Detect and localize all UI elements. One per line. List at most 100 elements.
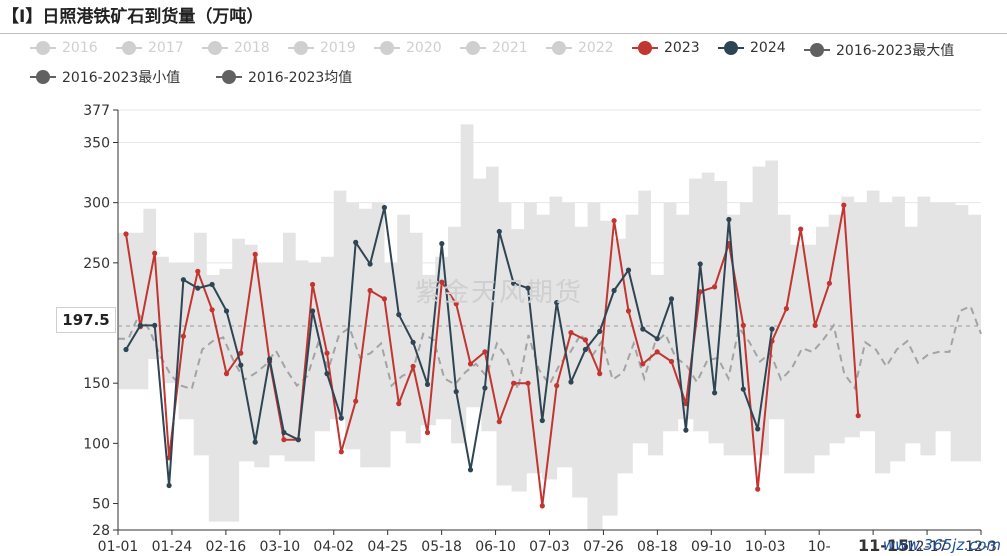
legend-item-2016-2023最小值[interactable]: 2016-2023最小值 <box>30 67 180 87</box>
x-tick-label: 03-10 <box>259 539 300 555</box>
data-point-2023-29 <box>539 503 545 509</box>
legend-symbol-icon <box>116 41 142 55</box>
data-point-2024-0 <box>123 346 129 353</box>
data-point-2024-25 <box>482 385 488 391</box>
data-point-2023-22 <box>439 279 445 285</box>
legend-item-2020[interactable]: 2020 <box>374 40 442 56</box>
legend-item-2022[interactable]: 2022 <box>546 40 614 56</box>
y-tick-label: 350 <box>83 135 110 151</box>
data-point-2024-32 <box>582 346 589 353</box>
data-point-2023-44 <box>755 486 761 492</box>
data-point-2024-45 <box>769 326 775 332</box>
data-point-2023-33 <box>597 371 603 377</box>
legend-symbol-icon <box>202 41 228 55</box>
x-tick-label: 04-25 <box>367 539 408 555</box>
data-point-2023-32 <box>582 337 589 343</box>
data-point-2024-15 <box>338 415 344 421</box>
legend-item-2016-2023均值[interactable]: 2016-2023均值 <box>216 67 352 87</box>
y-tick-label: 150 <box>83 376 110 392</box>
data-point-2024-12 <box>295 437 301 443</box>
legend-item-2019[interactable]: 2019 <box>288 40 356 56</box>
x-tick-label: 01-24 <box>152 539 193 555</box>
x-tick-label: 05-18 <box>421 539 462 555</box>
data-point-2023-13 <box>310 281 316 288</box>
x-tick-label: 07-03 <box>529 539 570 555</box>
data-point-2024-9 <box>252 439 258 445</box>
legend-label: 2019 <box>320 40 356 56</box>
data-point-2023-46 <box>783 306 790 312</box>
legend-item-2018[interactable]: 2018 <box>202 40 270 56</box>
data-point-2024-42 <box>726 216 732 223</box>
y-tick-label: 300 <box>83 196 110 212</box>
data-point-2023-8 <box>238 350 244 356</box>
legend-symbol-icon <box>288 41 314 55</box>
data-point-2024-35 <box>625 267 632 273</box>
x-tick-label: 12-17 <box>907 539 948 555</box>
data-point-2023-43 <box>740 322 746 328</box>
data-point-2023-27 <box>510 380 517 386</box>
data-point-2024-6 <box>209 281 215 288</box>
legend-symbol-icon <box>374 41 400 55</box>
data-point-2024-13 <box>310 308 316 314</box>
legend-label: 2018 <box>234 40 270 56</box>
data-point-2024-17 <box>367 261 373 267</box>
legend-label: 2021 <box>492 40 528 56</box>
series-min-band <box>118 359 981 530</box>
data-point-2024-8 <box>238 362 244 368</box>
legend-item-2021[interactable]: 2021 <box>460 40 528 56</box>
legend-symbol-icon <box>546 41 572 55</box>
data-point-2023-48 <box>812 322 818 328</box>
legend-symbol-icon <box>632 41 658 55</box>
x-tick-label: 12-3 <box>965 539 997 555</box>
data-point-2023-7 <box>223 371 230 377</box>
data-point-2024-18 <box>381 204 387 211</box>
legend-label: 2016 <box>62 40 98 56</box>
series-line-2024 <box>125 206 773 487</box>
legend-item-2023[interactable]: 2023 <box>632 40 700 56</box>
legend-item-2016[interactable]: 2016 <box>30 40 98 56</box>
data-point-2024-1 <box>137 322 143 328</box>
x-tick-label: 09-10 <box>691 539 732 555</box>
data-point-2024-28 <box>525 285 531 291</box>
x-tick-label: 10- <box>808 539 831 555</box>
y-tick-label: 50 <box>92 497 110 513</box>
x-pointer-label: 11-15 <box>858 536 910 555</box>
legend-symbol-icon <box>30 41 56 55</box>
data-point-2024-2 <box>152 322 158 328</box>
legend-symbol-icon <box>718 41 744 55</box>
data-point-2024-10 <box>267 356 273 362</box>
data-point-2023-0 <box>123 231 129 237</box>
data-point-2023-23 <box>453 301 459 307</box>
x-tick-label: 02-16 <box>206 539 247 555</box>
data-point-2024-30 <box>554 300 560 306</box>
data-point-2023-30 <box>554 383 560 389</box>
legend-label: 2016-2023均值 <box>248 70 353 86</box>
data-point-2023-5 <box>195 268 201 274</box>
data-point-2023-16 <box>353 398 359 404</box>
chart-title: 【I】日照港铁矿石到货量（万吨） <box>0 0 1007 34</box>
data-point-2023-19 <box>396 401 402 407</box>
data-point-2024-4 <box>180 277 186 283</box>
data-point-2024-40 <box>697 261 703 267</box>
data-point-2024-33 <box>597 328 603 334</box>
legend-item-2016-2023最大值[interactable]: 2016-2023最大值 <box>804 40 954 60</box>
data-point-2024-5 <box>195 285 201 291</box>
data-point-2024-11 <box>281 429 287 436</box>
legend-label: 2024 <box>750 40 786 56</box>
legend-label: 2016-2023最小值 <box>62 70 181 86</box>
data-point-2023-17 <box>367 287 373 294</box>
data-point-2023-14 <box>324 350 330 356</box>
legend-item-2024[interactable]: 2024 <box>718 40 786 56</box>
data-point-2023-34 <box>611 218 617 224</box>
legend-item-2017[interactable]: 2017 <box>116 40 184 56</box>
data-point-2023-47 <box>798 226 804 232</box>
data-point-2024-34 <box>611 287 617 294</box>
legend-symbol-icon <box>460 41 486 55</box>
x-tick-label: 08-18 <box>637 539 678 555</box>
y-tick-label: 100 <box>83 436 110 452</box>
data-point-2024-36 <box>640 326 646 332</box>
data-point-2023-24 <box>467 361 474 367</box>
data-point-2024-29 <box>539 417 545 424</box>
legend-label: 2023 <box>664 40 700 56</box>
